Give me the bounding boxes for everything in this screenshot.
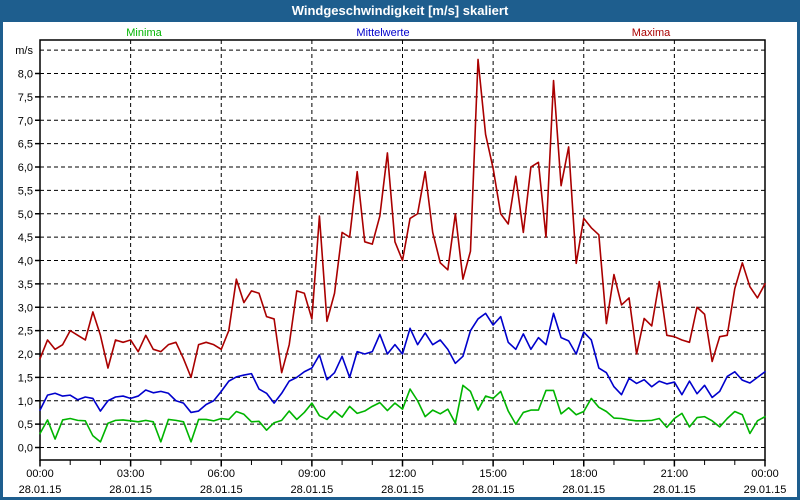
y-tick-label: 0,0 <box>18 443 33 455</box>
series-maxima-line <box>39 58 766 379</box>
chart-panel <box>3 22 797 497</box>
y-tick-label: 4,0 <box>18 256 33 268</box>
y-tick-label: 7,5 <box>18 92 33 104</box>
y-tick-label: 1,0 <box>18 396 33 408</box>
legend-label-mittelwerte: Mittelwerte <box>356 27 410 39</box>
legend-label-minima: Minima <box>126 27 162 39</box>
y-tick-label: 4,5 <box>18 232 33 244</box>
x-tick-date-label: 28.01.15 <box>19 484 62 496</box>
window-title: Windgeschwindigkeit [m/s] skaliert <box>291 3 509 18</box>
y-tick-label: 5,5 <box>18 185 33 197</box>
y-tick-label: 7,0 <box>18 115 33 127</box>
x-tick-time-label: 15:00 <box>479 468 507 480</box>
series-minima-line <box>39 384 766 443</box>
legend-label-maxima: Maxima <box>631 27 671 39</box>
y-tick-label: 3,5 <box>18 279 33 291</box>
x-tick-date-label: 28.01.15 <box>472 484 515 496</box>
x-tick-time-label: 18:00 <box>570 468 598 480</box>
x-tick-time-label: 09:00 <box>298 468 326 480</box>
y-tick-label: 2,5 <box>18 326 33 338</box>
x-tick-time-label: 00:00 <box>751 468 779 480</box>
y-tick-label: 3,0 <box>18 302 33 314</box>
x-tick-date-label: 28.01.15 <box>653 484 696 496</box>
y-tick-label: 0,5 <box>18 419 33 431</box>
x-tick-date-label: 28.01.15 <box>290 484 333 496</box>
y-tick-label: 8,0 <box>18 69 33 81</box>
y-tick-label: 2,0 <box>18 349 33 361</box>
x-tick-time-label: 06:00 <box>207 468 235 480</box>
y-tick-label: 6,5 <box>18 139 33 151</box>
x-tick-time-label: 12:00 <box>389 468 417 480</box>
series-mittelwerte-line <box>39 312 766 414</box>
x-tick-date-label: 28.01.15 <box>200 484 243 496</box>
x-tick-date-label: 28.01.15 <box>109 484 152 496</box>
x-tick-date-label: 28.01.15 <box>562 484 605 496</box>
y-axis-unit-label: m/s <box>15 45 33 57</box>
y-tick-label: 6,0 <box>18 162 33 174</box>
y-tick-label: 5,0 <box>18 209 33 221</box>
x-tick-date-label: 29.01.15 <box>744 484 787 496</box>
x-tick-time-label: 21:00 <box>661 468 689 480</box>
x-tick-time-label: 03:00 <box>117 468 145 480</box>
x-tick-time-label: 00:00 <box>26 468 54 480</box>
x-tick-date-label: 28.01.15 <box>381 484 424 496</box>
y-tick-label: 1,5 <box>18 372 33 384</box>
